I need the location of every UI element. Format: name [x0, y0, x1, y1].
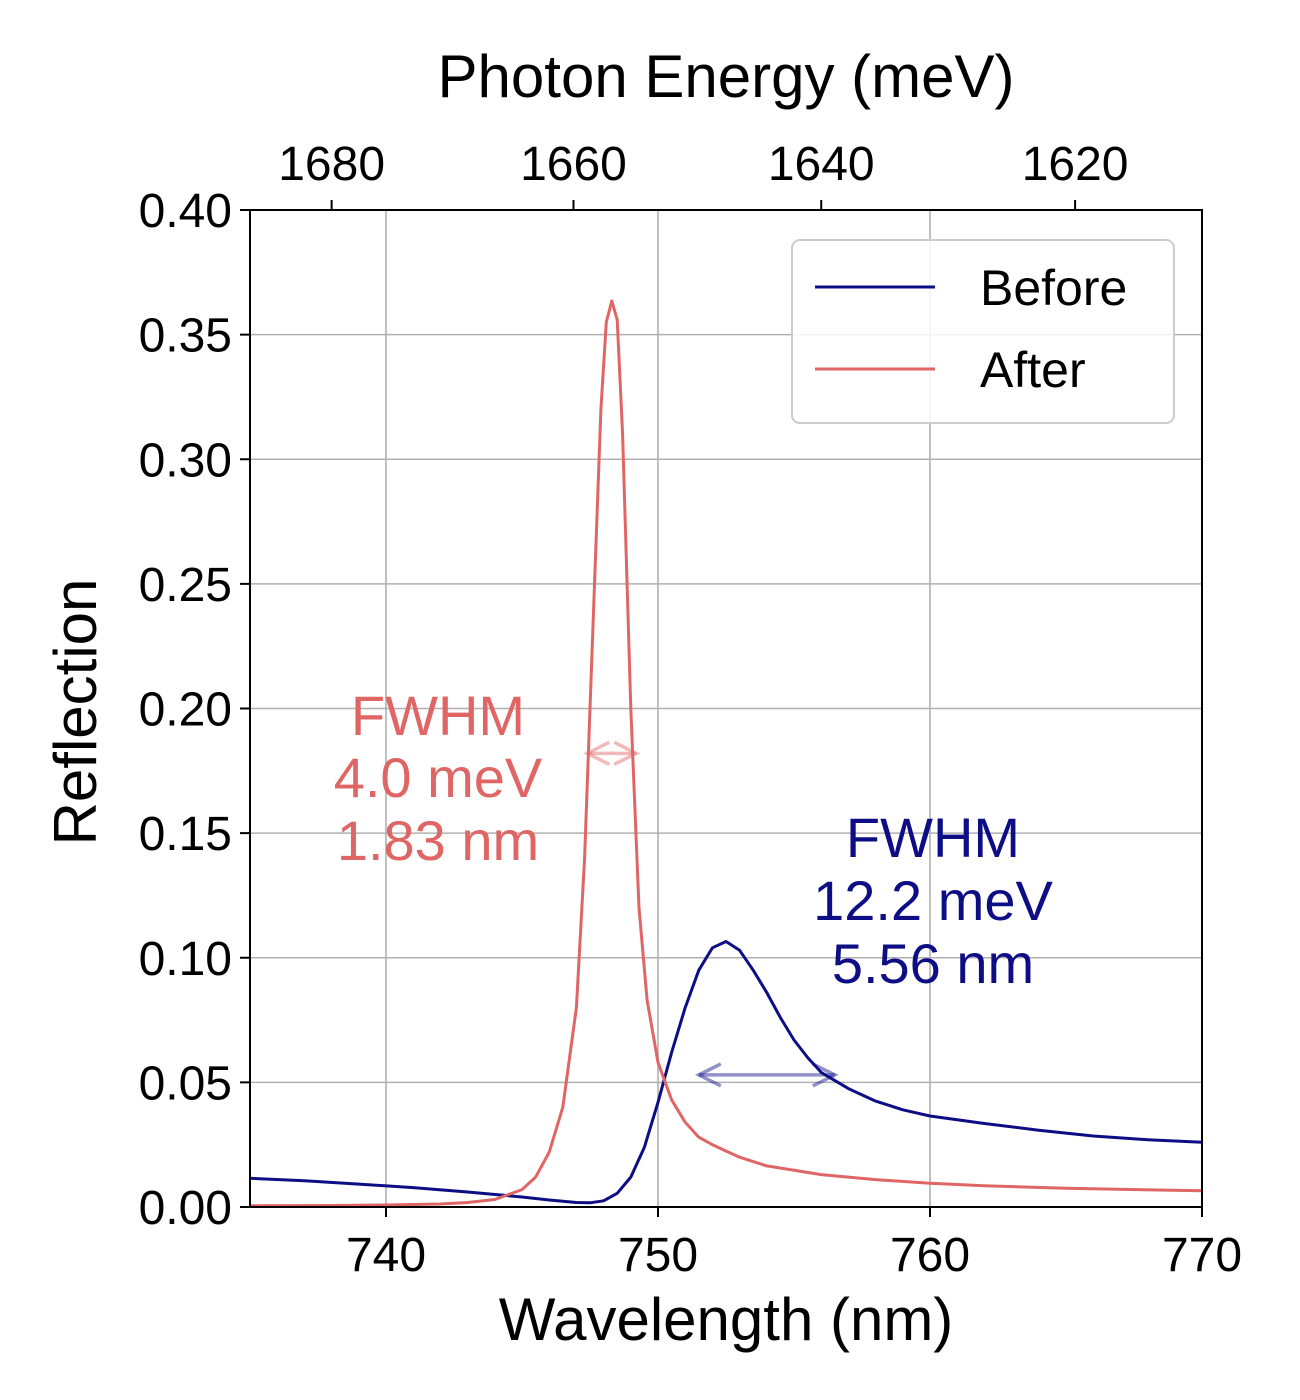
series-line-before — [250, 940, 1202, 1205]
x-axis-title: Wavelength (nm) — [499, 1286, 954, 1353]
top-x-tick-label: 1620 — [1022, 138, 1129, 191]
axes: 740 750 760 770 0.00 0.05 0.10 0.15 0.20 0.25 0.30… — [139, 138, 1242, 1282]
annotation-after-line-1: 4.0 meV — [334, 746, 543, 809]
y-tick-label: 0.05 — [139, 1057, 232, 1110]
x-tick-label: 760 — [890, 1229, 970, 1282]
series-layer — [250, 299, 1202, 1207]
annotation-after-line-2: 1.83 nm — [337, 809, 539, 872]
top-x-tick-label: 1680 — [278, 138, 385, 191]
annotation-before-line-1: 12.2 meV — [813, 869, 1053, 932]
annotation-after-line-0: FWHM — [351, 684, 525, 747]
annotation-before-line-2: 5.56 nm — [832, 932, 1034, 995]
y-tick-label: 0.40 — [139, 185, 232, 238]
x-tick-label: 740 — [346, 1229, 426, 1282]
fwhm-arrowhead-left-before — [694, 1062, 722, 1088]
legend-label-before: Before — [980, 260, 1127, 316]
fwhm-arrowhead-right-before — [812, 1062, 839, 1088]
fwhm-arrowhead-left-after — [583, 740, 611, 766]
y-tick-label: 0.35 — [139, 310, 232, 363]
legend: Before After — [791, 239, 1175, 424]
x-tick-label: 770 — [1162, 1229, 1242, 1282]
y-tick-label: 0.30 — [139, 434, 232, 487]
fwhm-arrowhead-right-after — [613, 740, 641, 766]
y-tick-label: 0.15 — [139, 808, 232, 861]
y-tick-label: 0.00 — [139, 1182, 232, 1235]
top-x-tick-label: 1660 — [520, 138, 627, 191]
y-axis-title: Reflection — [42, 579, 109, 846]
top-axis-title: Photon Energy (meV) — [438, 43, 1015, 110]
annotation-before-line-0: FWHM — [846, 806, 1020, 869]
x-tick-label: 750 — [618, 1229, 698, 1282]
top-x-tick-label: 1640 — [768, 138, 875, 191]
legend-label-after: After — [980, 342, 1086, 398]
series-line-after — [250, 299, 1202, 1207]
y-tick-label: 0.25 — [139, 559, 232, 612]
y-tick-label: 0.10 — [139, 933, 232, 986]
y-tick-label: 0.20 — [139, 684, 232, 737]
